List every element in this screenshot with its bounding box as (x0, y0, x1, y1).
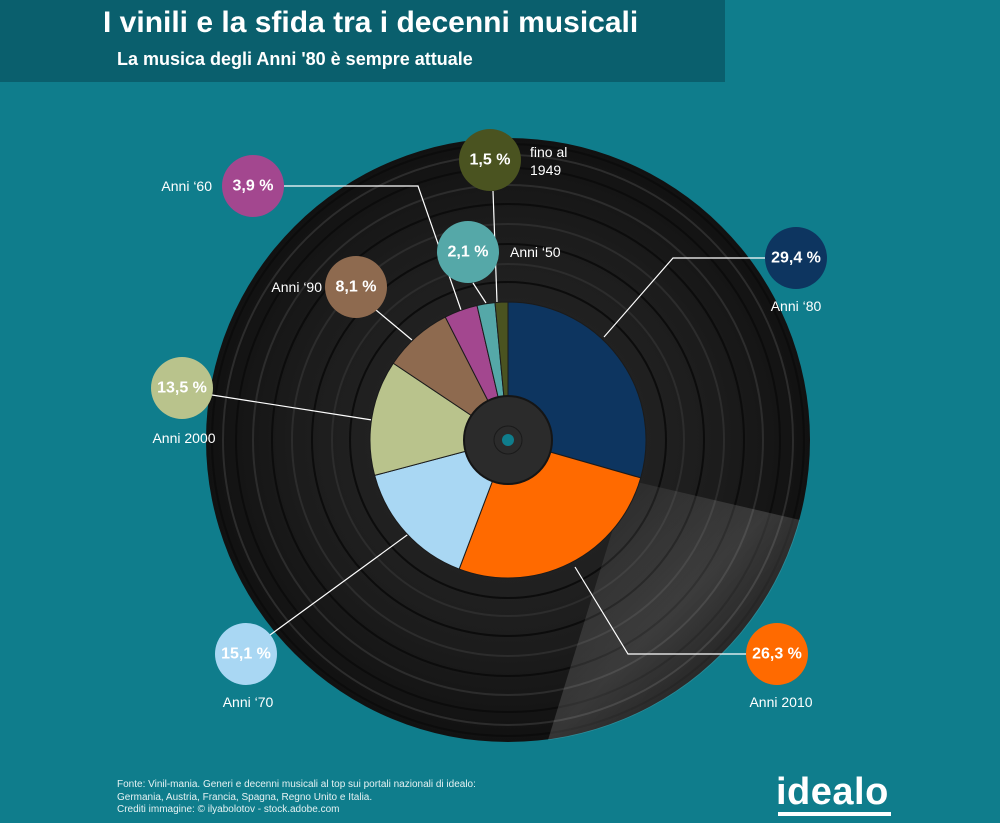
value-bubble (215, 623, 277, 685)
vinyl-groove (291, 223, 725, 657)
slice-value-label: 15,1 % (221, 646, 271, 663)
pie-slice (374, 439, 509, 570)
spindle-hole (502, 434, 514, 446)
source-line-2: Germania, Austria, Francia, Spagna, Regn… (117, 791, 373, 803)
vinyl-sheen (548, 480, 800, 740)
leader-line (375, 309, 413, 341)
value-bubble (437, 221, 499, 283)
value-bubble (222, 155, 284, 217)
leader-line (603, 257, 765, 338)
slice-category-label: fino al (530, 144, 567, 160)
vinyl-groove (349, 281, 667, 599)
vinyl-groove (331, 263, 685, 617)
slice-category-label: Anni ‘50 (510, 244, 561, 260)
slice-category-label-line2: 1949 (530, 162, 561, 178)
slice-category-label: Anni ‘70 (223, 694, 274, 710)
value-bubble (151, 357, 213, 419)
slice-category-label: Anni ‘80 (771, 298, 822, 314)
slice-category-label: Anni ‘60 (161, 178, 212, 194)
leader-line (211, 394, 373, 421)
slice-value-label: 8,1 % (336, 279, 377, 296)
chart-title: I vinili e la sfida tra i decenni musica… (103, 6, 639, 39)
leader-line (574, 566, 746, 655)
slice-value-label: 26,3 % (752, 646, 802, 663)
slice-value-label: 13,5 % (157, 380, 207, 397)
source-line-1: Fonte: Vinil-mania. Generi e decenni mus… (117, 779, 476, 790)
value-bubble (746, 623, 808, 685)
slice-labels: 29,4 % Anni ‘80 26,3 % Anni 2010 15,1 % Anni … (151, 129, 827, 710)
pie-slices (369, 301, 647, 579)
header-bar: I vinili e la sfida tra i decenni musica… (0, 0, 725, 82)
value-bubble (459, 129, 521, 191)
source-footer: Fonte: Vinil-mania. Generi e decenni mus… (117, 779, 476, 817)
value-bubble (765, 227, 827, 289)
slice-value-label: 29,4 % (771, 250, 821, 267)
leader-line (269, 529, 415, 636)
slice-value-label: 2,1 % (448, 244, 489, 261)
slice-category-label: Anni 2010 (749, 694, 812, 710)
leader-line (472, 282, 487, 304)
source-line-3: Crediti immagine: © ilyabolotov - stock.… (117, 804, 340, 815)
slice-category-label: Anni 2000 (152, 430, 215, 446)
idealo-logo: idealo (776, 771, 889, 813)
vinyl-groove (311, 243, 705, 637)
value-bubble (325, 256, 387, 318)
slice-value-label: 1,5 % (470, 152, 511, 169)
slice-category-label: Anni ‘90 (271, 279, 322, 295)
chart-subtitle: La musica degli Anni '80 è sempre attual… (117, 49, 473, 69)
vinyl-groove (271, 203, 745, 677)
record-center-ring (493, 425, 523, 455)
slice-value-label: 3,9 % (233, 178, 274, 195)
logo-underline (778, 812, 891, 816)
